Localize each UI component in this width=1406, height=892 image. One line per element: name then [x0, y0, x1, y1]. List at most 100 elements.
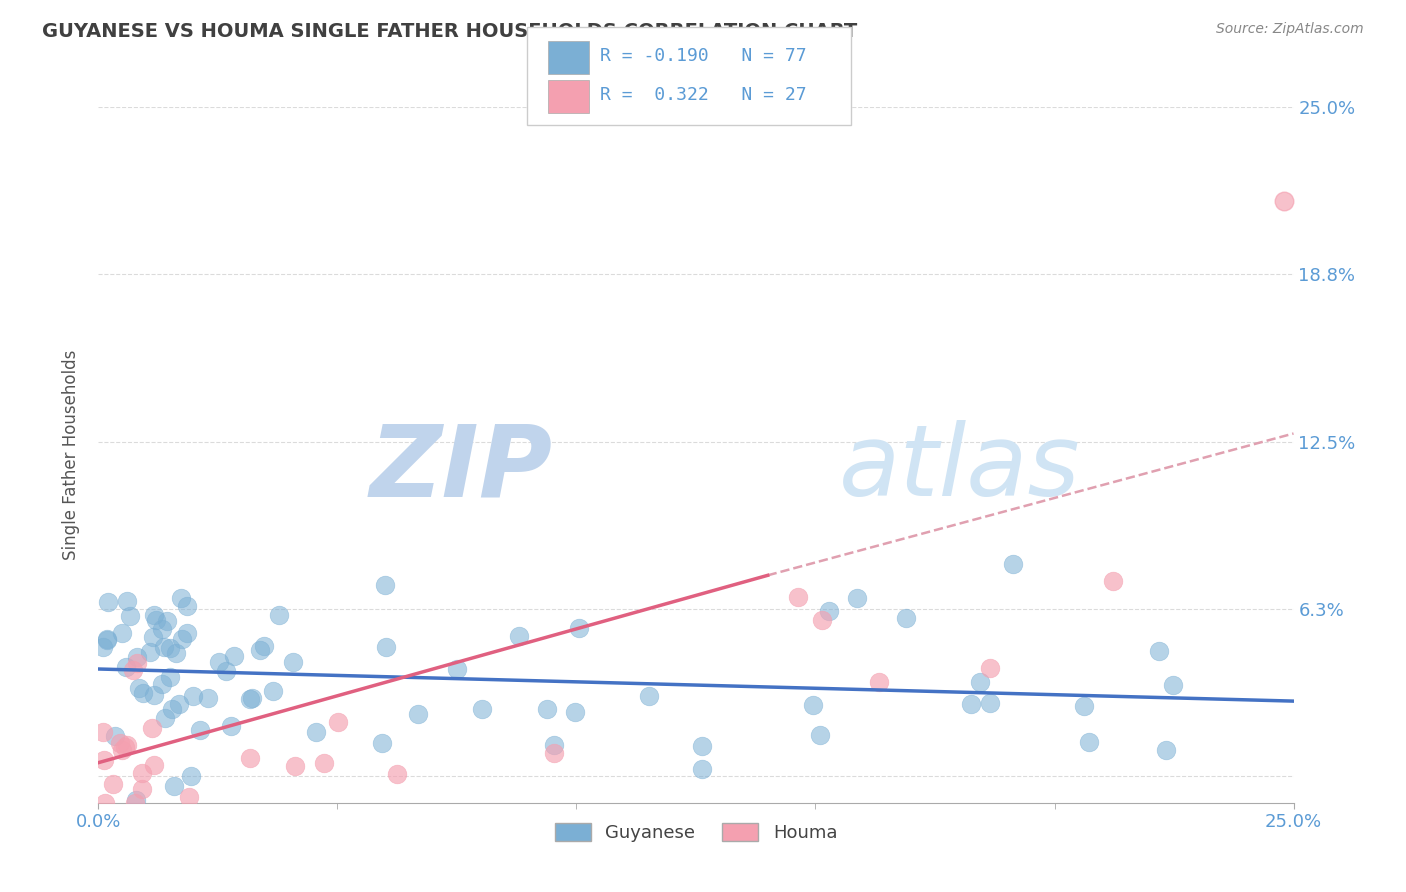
Point [167, 697, 190, 711]
Point [163, 780, 186, 794]
Point [374, 640, 396, 654]
Point [132, 685, 155, 699]
Point [121, 664, 143, 678]
Point [125, 649, 148, 664]
Point [845, 591, 868, 606]
Point [959, 697, 981, 711]
Point [385, 767, 408, 781]
Point [128, 681, 150, 696]
Point [110, 736, 132, 750]
Point [143, 758, 166, 772]
Point [1161, 678, 1184, 692]
Point [96, 633, 118, 648]
Point [370, 736, 392, 750]
Point [239, 751, 262, 765]
Text: R = -0.190   N = 77: R = -0.190 N = 77 [600, 47, 807, 65]
Point [153, 640, 176, 655]
Text: atlas: atlas [839, 420, 1081, 517]
Point [408, 706, 430, 721]
Point [93, 753, 115, 767]
Text: Source: ZipAtlas.com: Source: ZipAtlas.com [1216, 22, 1364, 37]
Point [979, 696, 1001, 710]
Point [305, 724, 328, 739]
Point [114, 659, 136, 673]
Point [328, 715, 350, 730]
Point [811, 613, 834, 627]
Point [979, 661, 1001, 675]
Point [156, 614, 179, 628]
Point [239, 691, 262, 706]
Point [111, 626, 134, 640]
Point [97, 595, 120, 609]
Point [219, 719, 242, 733]
Point [91, 640, 114, 655]
Point [808, 728, 831, 742]
Point [284, 759, 307, 773]
Point [692, 762, 714, 776]
Point [690, 739, 713, 754]
Point [180, 769, 202, 783]
Point [638, 689, 661, 703]
Point [281, 655, 304, 669]
Point [118, 609, 141, 624]
Point [471, 702, 494, 716]
Point [159, 640, 181, 655]
Text: ZIP: ZIP [370, 420, 553, 517]
Point [131, 766, 153, 780]
Point [564, 705, 586, 719]
Point [96, 632, 118, 646]
Point [152, 622, 174, 636]
Point [170, 632, 193, 646]
Point [124, 796, 146, 810]
Point [183, 689, 205, 703]
Point [1078, 735, 1101, 749]
Point [139, 645, 162, 659]
Point [150, 676, 173, 690]
Point [1154, 743, 1177, 757]
Point [176, 599, 198, 614]
Point [91, 724, 114, 739]
Point [818, 604, 841, 618]
Text: GUYANESE VS HOUMA SINGLE FATHER HOUSEHOLDS CORRELATION CHART: GUYANESE VS HOUMA SINGLE FATHER HOUSEHOL… [42, 22, 858, 41]
Point [508, 629, 530, 643]
Point [543, 739, 565, 753]
Point [104, 729, 127, 743]
Y-axis label: Single Father Households: Single Father Households [62, 350, 80, 560]
Point [94, 796, 117, 810]
Legend: Guyanese, Houma: Guyanese, Houma [547, 815, 845, 849]
Point [176, 626, 198, 640]
Point [142, 689, 165, 703]
Point [801, 698, 824, 712]
Point [125, 793, 148, 807]
Point [969, 675, 991, 690]
Point [1102, 574, 1125, 589]
Point [894, 611, 917, 625]
Point [253, 640, 276, 654]
Point [159, 670, 181, 684]
Text: R =  0.322   N = 27: R = 0.322 N = 27 [600, 87, 807, 104]
Point [160, 701, 183, 715]
Point [249, 643, 271, 657]
Point [142, 630, 165, 644]
Point [111, 743, 134, 757]
Point [153, 711, 176, 725]
Point [262, 683, 284, 698]
Point [568, 621, 591, 635]
Point [543, 746, 565, 760]
Point [224, 648, 246, 663]
Point [177, 790, 200, 805]
Point [240, 690, 263, 705]
Point [125, 656, 148, 670]
Point [131, 782, 153, 797]
Point [115, 739, 138, 753]
Point [1147, 644, 1170, 658]
Point [101, 777, 124, 791]
Point [446, 662, 468, 676]
Point [145, 614, 167, 628]
Point [1073, 699, 1095, 714]
Point [170, 591, 193, 605]
Point [868, 675, 890, 690]
Point [536, 702, 558, 716]
Point [188, 723, 211, 738]
Point [115, 593, 138, 607]
